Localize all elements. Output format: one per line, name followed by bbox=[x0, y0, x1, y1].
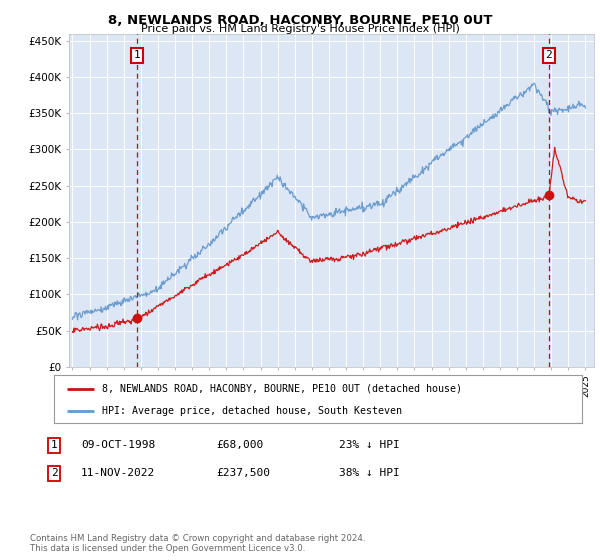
Text: £237,500: £237,500 bbox=[216, 468, 270, 478]
Text: 8, NEWLANDS ROAD, HACONBY, BOURNE, PE10 0UT: 8, NEWLANDS ROAD, HACONBY, BOURNE, PE10 … bbox=[108, 14, 492, 27]
Text: Price paid vs. HM Land Registry's House Price Index (HPI): Price paid vs. HM Land Registry's House … bbox=[140, 24, 460, 34]
Text: 2: 2 bbox=[50, 468, 58, 478]
Text: 8, NEWLANDS ROAD, HACONBY, BOURNE, PE10 0UT (detached house): 8, NEWLANDS ROAD, HACONBY, BOURNE, PE10 … bbox=[101, 384, 461, 394]
Text: 1: 1 bbox=[50, 440, 58, 450]
Text: 11-NOV-2022: 11-NOV-2022 bbox=[81, 468, 155, 478]
Text: 1: 1 bbox=[134, 50, 140, 60]
Text: 23% ↓ HPI: 23% ↓ HPI bbox=[339, 440, 400, 450]
Text: £68,000: £68,000 bbox=[216, 440, 263, 450]
Text: HPI: Average price, detached house, South Kesteven: HPI: Average price, detached house, Sout… bbox=[101, 406, 401, 416]
Text: 38% ↓ HPI: 38% ↓ HPI bbox=[339, 468, 400, 478]
Text: Contains HM Land Registry data © Crown copyright and database right 2024.
This d: Contains HM Land Registry data © Crown c… bbox=[30, 534, 365, 553]
Text: 09-OCT-1998: 09-OCT-1998 bbox=[81, 440, 155, 450]
Text: 2: 2 bbox=[545, 50, 552, 60]
